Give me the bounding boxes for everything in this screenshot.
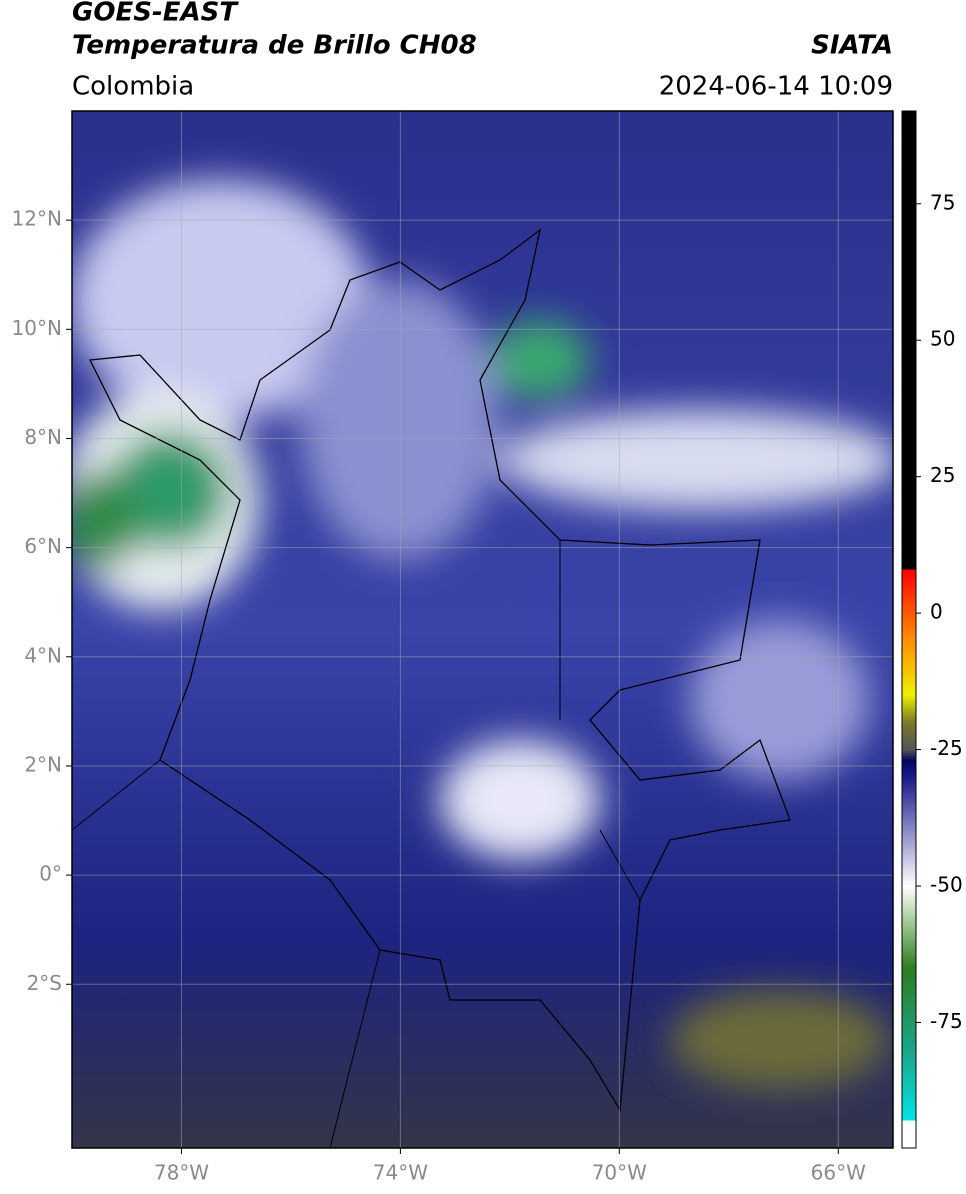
satellite-image (72, 111, 893, 1148)
product: Temperatura de Brillo CH08 (72, 31, 477, 61)
satellite: GOES-EAST (72, 0, 239, 28)
colorbar-tick-label: 0 (930, 600, 943, 624)
y-tick-label: 10°N (12, 316, 62, 340)
datetime: 2024-06-14 10:09 (659, 72, 893, 102)
colorbar-tick-label: 50 (930, 327, 955, 351)
colorbar-tick-label: 25 (930, 463, 955, 487)
colorbar-tick-label: -75 (930, 1009, 963, 1033)
y-tick-label: 6°N (24, 534, 62, 558)
grid (66, 111, 893, 1154)
colorbar-tick-label: 75 (930, 190, 955, 214)
y-tick-label: 0° (39, 862, 62, 886)
x-tick-label: 70°W (592, 1161, 647, 1185)
x-tick-label: 66°W (811, 1161, 866, 1185)
colorbar-scale (901, 110, 917, 1149)
y-tick-label: 8°N (24, 425, 62, 449)
colorbar-tick-label: -50 (930, 873, 963, 897)
map-frame (71, 110, 894, 1149)
y-tick-label: 12°N (12, 207, 62, 231)
x-tick-label: 78°W (154, 1161, 209, 1185)
source: SIATA (811, 31, 893, 61)
y-tick-label: 2°N (24, 752, 62, 776)
colorbar: -75 -50 -25 0 25 50 75 (901, 110, 963, 1149)
colorbar-tick-label: -25 (930, 736, 963, 760)
y-tick-label: 2°S (27, 971, 62, 995)
x-tick-label: 74°W (373, 1161, 428, 1185)
region: Colombia (72, 72, 194, 102)
y-tick-label: 4°N (24, 643, 62, 667)
